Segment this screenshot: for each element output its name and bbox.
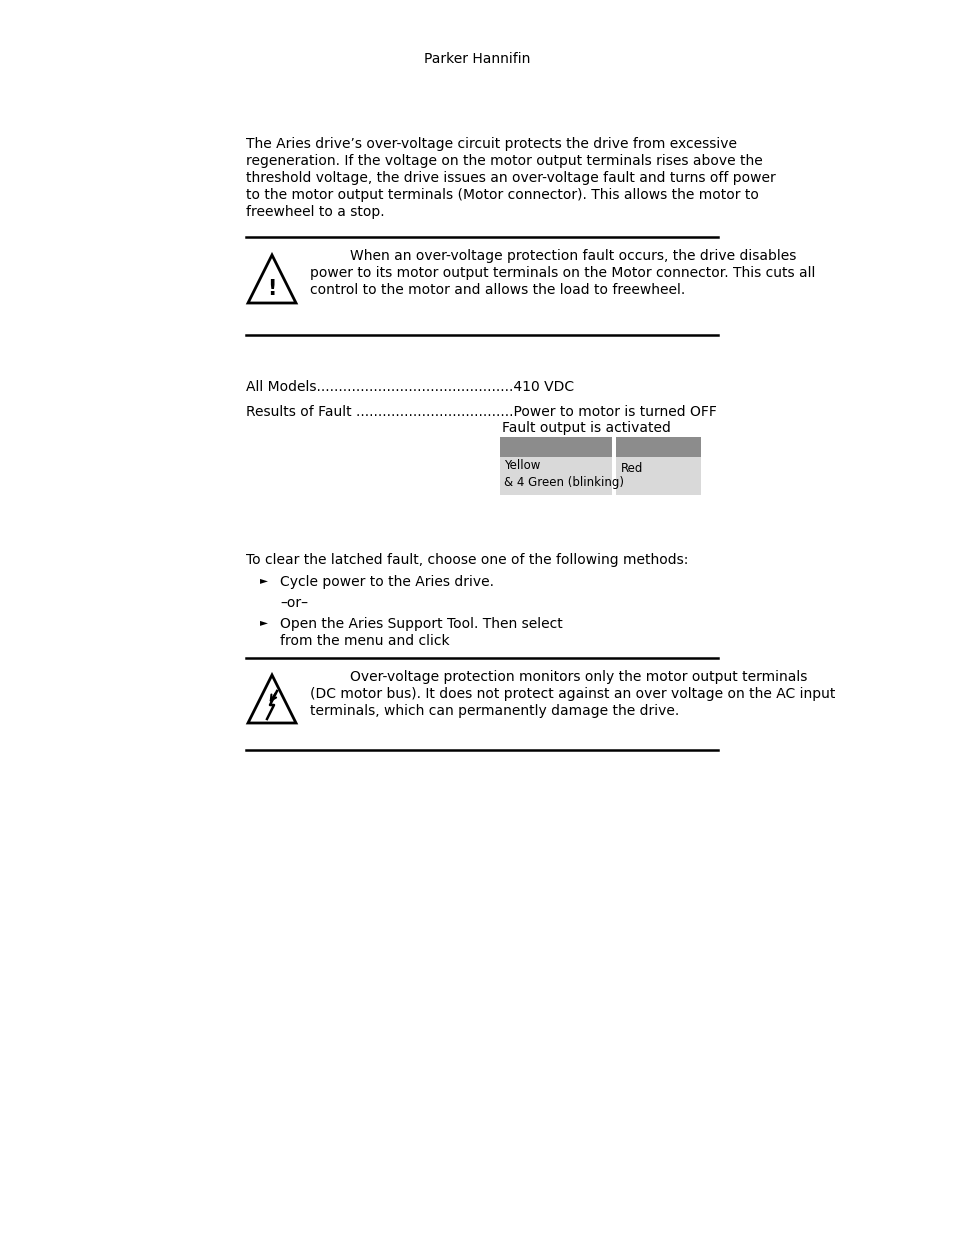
Text: ►: ► — [260, 618, 268, 627]
Text: threshold voltage, the drive issues an over-voltage fault and turns off power: threshold voltage, the drive issues an o… — [246, 170, 775, 185]
Text: Cycle power to the Aries drive.: Cycle power to the Aries drive. — [280, 576, 494, 589]
Text: terminals, which can permanently damage the drive.: terminals, which can permanently damage … — [310, 704, 679, 718]
Text: Results of Fault ....................................Power to motor is turned OF: Results of Fault .......................… — [246, 405, 716, 419]
Text: regeneration. If the voltage on the motor output terminals rises above the: regeneration. If the voltage on the moto… — [246, 154, 762, 168]
Text: Open the Aries Support Tool. Then select: Open the Aries Support Tool. Then select — [280, 618, 562, 631]
Text: ►: ► — [260, 576, 268, 585]
Text: Yellow
& 4 Green (blinking): Yellow & 4 Green (blinking) — [503, 459, 623, 489]
Text: –or–: –or– — [280, 597, 308, 610]
Text: freewheel to a stop.: freewheel to a stop. — [246, 205, 384, 219]
Text: (DC motor bus). It does not protect against an over voltage on the AC input: (DC motor bus). It does not protect agai… — [310, 687, 835, 701]
Text: Fault output is activated: Fault output is activated — [501, 421, 670, 435]
Bar — [616, 457, 700, 495]
Text: The Aries drive’s over-voltage circuit protects the drive from excessive: The Aries drive’s over-voltage circuit p… — [246, 137, 737, 151]
Text: power to its motor output terminals on the Motor connector. This cuts all: power to its motor output terminals on t… — [310, 266, 815, 280]
Text: control to the motor and allows the load to freewheel.: control to the motor and allows the load… — [310, 283, 684, 296]
Text: to the motor output terminals (Motor connector). This allows the motor to: to the motor output terminals (Motor con… — [246, 188, 758, 203]
Text: To clear the latched fault, choose one of the following methods:: To clear the latched fault, choose one o… — [246, 553, 688, 567]
Bar — [616, 437, 700, 457]
Text: from the menu and click: from the menu and click — [280, 634, 449, 648]
Bar — [499, 437, 612, 457]
Text: !: ! — [267, 279, 276, 299]
Bar — [499, 457, 612, 495]
Text: When an over-voltage protection fault occurs, the drive disables: When an over-voltage protection fault oc… — [350, 249, 796, 263]
Text: Red: Red — [620, 462, 642, 474]
Text: Parker Hannifin: Parker Hannifin — [423, 52, 530, 65]
Text: Over-voltage protection monitors only the motor output terminals: Over-voltage protection monitors only th… — [350, 671, 806, 684]
Text: All Models.............................................410 VDC: All Models..............................… — [246, 380, 574, 394]
